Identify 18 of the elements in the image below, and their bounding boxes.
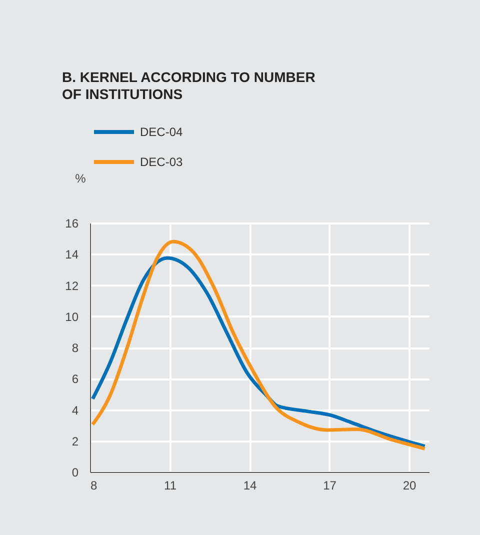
y-tick-label: 2 [72, 434, 79, 448]
legend-label: DEC-03 [140, 155, 184, 169]
x-tick-label: 8 [90, 478, 98, 492]
legend-label: DEC-04 [140, 125, 184, 139]
x-tick-label: 14 [243, 478, 258, 492]
x-tick-label: 17 [323, 478, 337, 492]
y-tick-label: 14 [65, 248, 79, 262]
x-tick-label: 20 [402, 478, 417, 492]
y-tick-label: 6 [72, 372, 79, 386]
y-tick-label: 0 [72, 466, 79, 480]
y-tick-label: 16 [65, 216, 79, 230]
y-axis-title: % [75, 172, 86, 186]
y-tick-label: 4 [72, 403, 79, 418]
y-tick-label: 12 [65, 278, 79, 293]
y-tick-label: 10 [65, 310, 79, 324]
y-tick-label: 8 [72, 341, 79, 355]
x-tick-label: 11 [164, 478, 177, 492]
chart-title: B. KERNEL ACCORDING TO NUMBER OF INSTITUTIONS [62, 69, 316, 102]
